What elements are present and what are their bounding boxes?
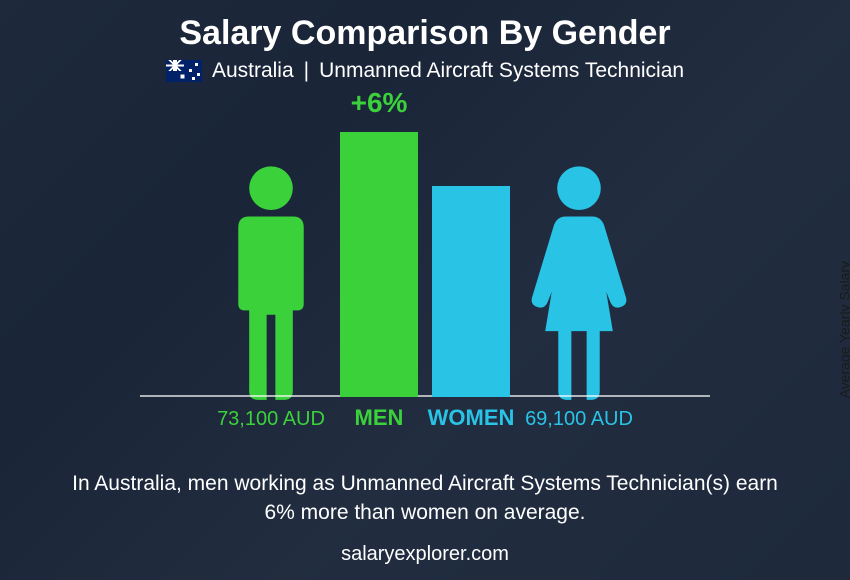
men-bar-label: MEN bbox=[355, 405, 404, 431]
footer-attribution: salaryexplorer.com bbox=[0, 543, 850, 566]
men-bar: +6% MEN bbox=[340, 91, 418, 431]
female-figure: 69,100 AUD bbox=[524, 91, 634, 431]
description-text: In Australia, men working as Unmanned Ai… bbox=[0, 470, 850, 527]
y-axis-label: Average Yearly Salary bbox=[836, 261, 850, 399]
female-person-icon bbox=[524, 162, 634, 402]
page-title: Salary Comparison By Gender bbox=[0, 0, 850, 53]
male-person-icon bbox=[216, 162, 326, 402]
separator: | bbox=[304, 59, 309, 83]
male-figure: 73,100 AUD bbox=[216, 91, 326, 431]
australia-flag-icon bbox=[166, 60, 202, 82]
bars-group: +6% MEN WOMEN bbox=[340, 91, 510, 431]
men-bar-rect bbox=[340, 132, 418, 397]
men-salary-value: 73,100 AUD bbox=[217, 408, 325, 431]
role-label: Unmanned Aircraft Systems Technician bbox=[319, 59, 684, 83]
women-bar-label: WOMEN bbox=[428, 405, 515, 431]
difference-pct-label: +6% bbox=[351, 87, 408, 119]
women-salary-value: 69,100 AUD bbox=[525, 408, 633, 431]
salary-comparison-chart: 73,100 AUD +6% MEN WOMEN 69,100 AUD Aver… bbox=[0, 91, 850, 431]
subtitle: Australia | Unmanned Aircraft Systems Te… bbox=[0, 59, 850, 83]
women-bar-rect bbox=[432, 186, 510, 397]
country-label: Australia bbox=[212, 59, 294, 83]
women-bar: WOMEN bbox=[432, 91, 510, 431]
